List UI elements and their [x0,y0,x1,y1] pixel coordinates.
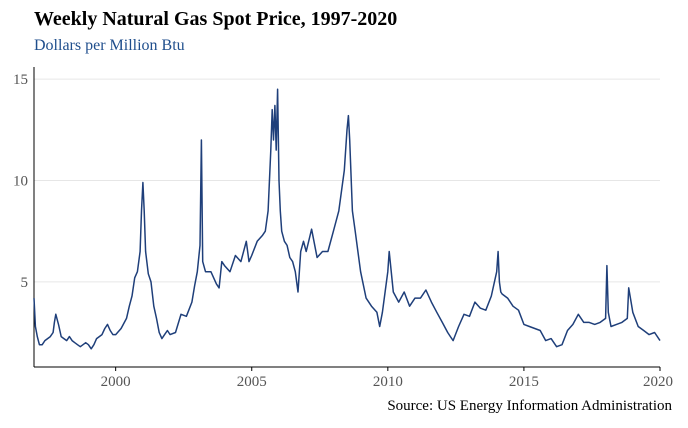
y-tick-label: 15 [13,72,28,88]
gridlines [34,78,660,283]
source-note: Source: US Energy Information Administra… [387,398,672,414]
y-tick-label: 10 [13,174,28,190]
tick-labels: 5 10 15 2000 2005 2010 2015 2020 [13,72,673,390]
x-tick-label: 2020 [643,374,673,390]
series-line [33,88,661,350]
chart-title: Weekly Natural Gas Spot Price, 1997-2020 [34,8,398,30]
x-tick-label: 2000 [101,374,131,390]
y-tick-label: 5 [21,275,29,291]
x-tick-label: 2005 [237,374,267,390]
x-tick-label: 2015 [509,374,539,390]
chart-subtitle: Dollars per Million Btu [34,37,185,54]
x-tick-label: 2010 [373,374,403,390]
